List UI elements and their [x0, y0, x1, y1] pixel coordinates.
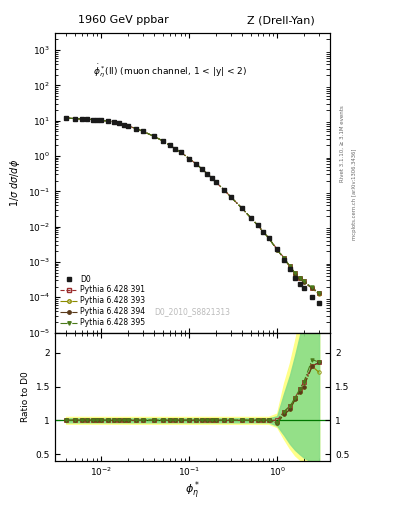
Text: 1960 GeV ppbar: 1960 GeV ppbar: [79, 15, 169, 26]
X-axis label: $\phi^*_\eta$: $\phi^*_\eta$: [185, 479, 200, 502]
Text: Rivet 3.1.10, ≥ 3.1M events: Rivet 3.1.10, ≥ 3.1M events: [340, 105, 345, 182]
Text: $\dot{\phi}^*_{\eta}$(ll) (muon channel, 1 < |$\mathrm{y}$| < 2): $\dot{\phi}^*_{\eta}$(ll) (muon channel,…: [94, 63, 248, 80]
Legend: D0, Pythia 6.428 391, Pythia 6.428 393, Pythia 6.428 394, Pythia 6.428 395: D0, Pythia 6.428 391, Pythia 6.428 393, …: [59, 273, 147, 329]
Y-axis label: Ratio to D0: Ratio to D0: [21, 371, 30, 422]
Text: D0_2010_S8821313: D0_2010_S8821313: [154, 307, 231, 316]
Text: Z (Drell-Yan): Z (Drell-Yan): [247, 15, 314, 26]
Y-axis label: $1/\sigma\;d\sigma/d\phi$: $1/\sigma\;d\sigma/d\phi$: [8, 159, 22, 207]
Text: mcplots.cern.ch [arXiv:1306.3436]: mcplots.cern.ch [arXiv:1306.3436]: [352, 149, 357, 240]
